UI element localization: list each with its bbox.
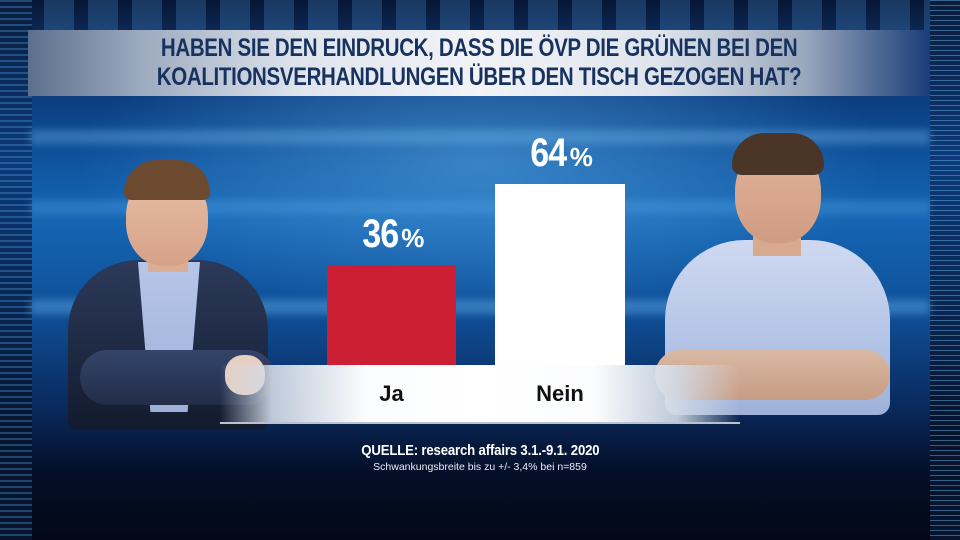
value-unit: %: [569, 142, 593, 172]
category-label-nein: Nein: [536, 381, 584, 406]
light-streak: [30, 130, 930, 144]
category-label-ja: Ja: [379, 381, 404, 406]
source-margin-of-error: Schwankungsbreite bis zu +/- 3,4% bei n=…: [373, 461, 587, 473]
tech-background-left: [0, 0, 32, 540]
value-number: 36: [361, 212, 399, 256]
title-line-1: HABEN SIE DEN EINDRUCK, DASS DIE ÖVP DIE…: [160, 34, 798, 62]
hair: [124, 160, 210, 200]
bar-value-nein: 64%: [495, 131, 625, 176]
tech-background-top: [0, 0, 960, 30]
title-banner: HABEN SIE DEN EINDRUCK, DASS DIE ÖVP DIE…: [28, 30, 930, 96]
hair: [732, 133, 824, 175]
bar-value-ja: 36%: [327, 212, 456, 257]
value-number: 64: [530, 131, 567, 175]
source-main: QUELLE: research affairs 3.1.-9.1. 2020: [360, 442, 600, 459]
source-note: QUELLE: research affairs 3.1.-9.1. 2020 …: [0, 442, 960, 473]
value-unit: %: [401, 223, 425, 253]
bar-nein: [495, 184, 625, 365]
light-streak: [30, 200, 930, 214]
bar-ja: [327, 265, 456, 365]
person-right-photo: [650, 125, 900, 425]
title-line-2: KOALITIONSVERHANDLUNGEN ÜBER DEN TISCH G…: [156, 63, 802, 91]
category-label-band: [220, 365, 740, 424]
tech-background-right: [930, 0, 960, 540]
